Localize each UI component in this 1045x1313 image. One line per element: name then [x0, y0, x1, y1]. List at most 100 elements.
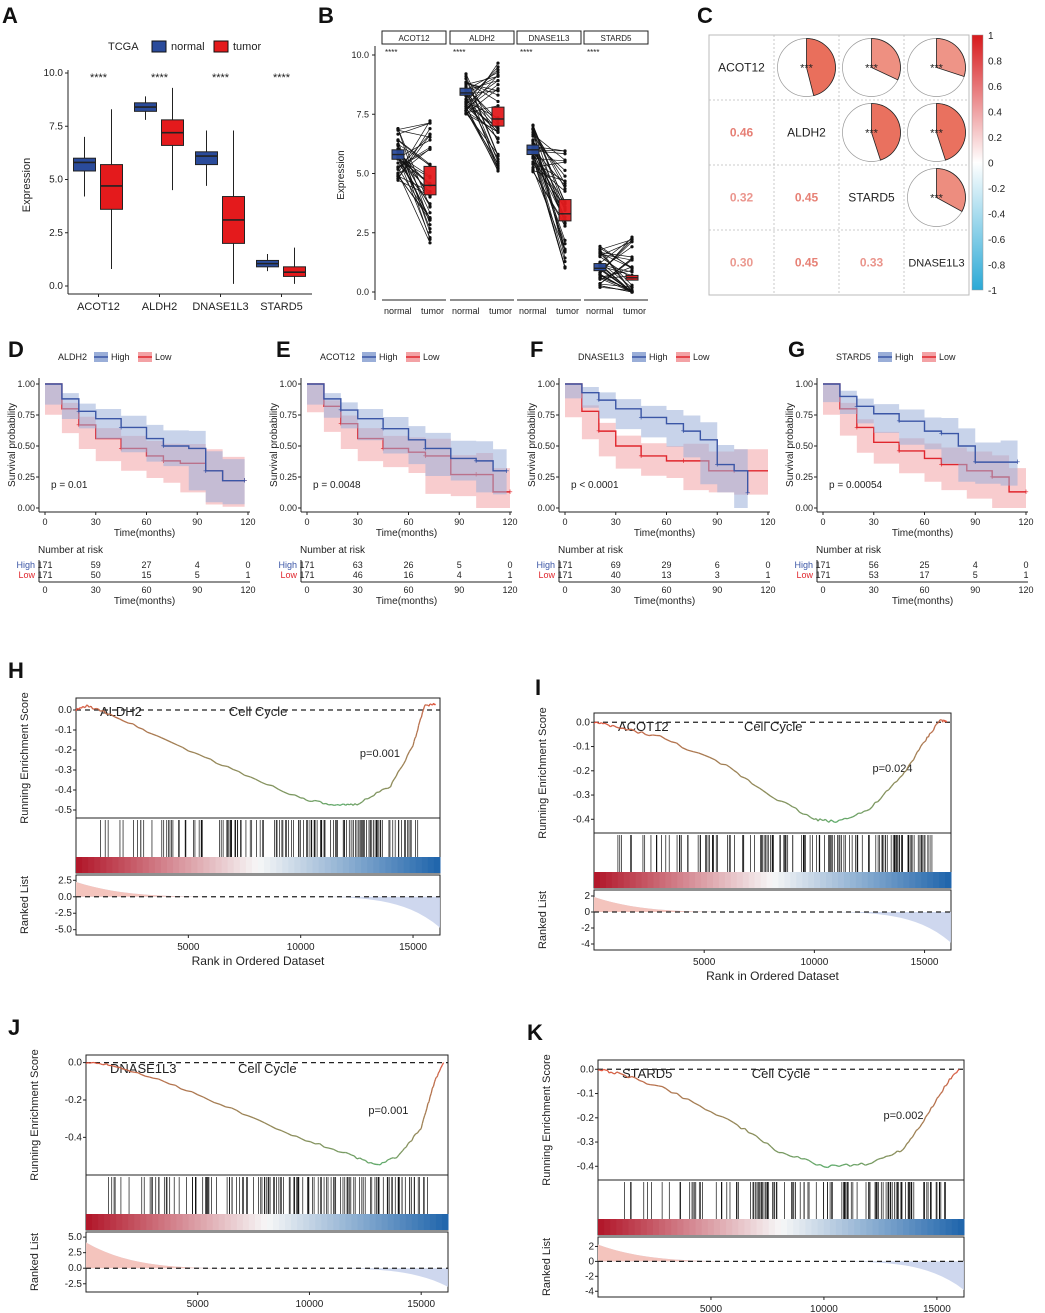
diagonal-gene-label: STARD5 [848, 191, 895, 205]
es-curve-segment [832, 820, 835, 823]
es-curve-segment [423, 1112, 427, 1117]
censor-mark: + [681, 426, 686, 436]
es-curve-segment [137, 726, 143, 730]
rank-color-strip [152, 1214, 159, 1230]
pair-line [465, 81, 499, 102]
es-curve-segment [630, 728, 635, 732]
es-curve-segment [404, 755, 409, 761]
risk-count-low: 53 [869, 570, 879, 580]
x-tick-label: 90 [454, 517, 464, 527]
es-curve-segment [439, 1066, 442, 1069]
rank-color-strip [754, 872, 762, 888]
rank-color-strip [373, 857, 380, 873]
rank-color-strip [124, 857, 132, 873]
es-curve-segment [123, 1068, 128, 1071]
es-curve-segment [407, 1141, 411, 1144]
x-tick-label: 90 [192, 517, 202, 527]
es-curve-segment [642, 1081, 648, 1085]
es-curve-segment [762, 790, 768, 794]
y-tick-label: 10.0 [44, 68, 64, 79]
es-curve-segment [603, 1068, 606, 1071]
rank-color-strip [903, 1219, 910, 1235]
es-curve-segment [141, 1074, 146, 1077]
es-y-tick-label: -0.1 [573, 742, 591, 753]
rank-color-strip [802, 872, 809, 888]
x-tick-label: 5000 [693, 957, 716, 968]
es-curve-segment [747, 779, 753, 785]
es-curve-segment [923, 1116, 927, 1122]
pair-point [464, 104, 468, 108]
rank-color-strip [665, 1219, 672, 1235]
es-curve-segment [932, 726, 936, 731]
es-curve-segment [952, 1073, 955, 1076]
es-curve-segment [275, 1128, 282, 1132]
y-tick-label: 0.75 [795, 410, 813, 420]
y-axis-label: Survival probability [269, 403, 280, 487]
es-curve-segment [186, 1090, 193, 1093]
y-tick-label: 0.50 [795, 441, 813, 451]
rank-color-strip [76, 857, 83, 873]
legend-label-tumor: tumor [233, 41, 261, 53]
es-curve-segment [615, 726, 620, 729]
y-tick-label: 5.0 [356, 169, 369, 179]
panel-letter-k: K [527, 1020, 543, 1045]
rank-color-strip [748, 872, 756, 888]
es-curve-segment [420, 1123, 423, 1129]
risk-x-tick-label: 90 [970, 585, 980, 595]
es-curve-segment [383, 1161, 386, 1164]
es-curve-segment [415, 1132, 418, 1135]
es-curve-segment [354, 803, 358, 806]
risk-x-tick-label: 120 [502, 585, 517, 595]
rank-color-strip [921, 872, 928, 888]
es-curve-segment [219, 1103, 226, 1108]
rank-color-strip [774, 1219, 782, 1235]
es-curve-segment [410, 745, 414, 750]
panel-letter-c: C [697, 3, 713, 28]
es-curve-segment [416, 1130, 420, 1134]
es-curve-segment [119, 1066, 124, 1070]
box-tumor [423, 165, 437, 196]
colorbar-tick-label: 0.8 [988, 57, 1002, 68]
censor-mark: + [715, 460, 720, 470]
pair-point [563, 221, 567, 225]
rank-y-tick-label: 0.0 [68, 1263, 82, 1274]
es-curve-segment [395, 771, 399, 777]
rank-color-strip [683, 1219, 690, 1235]
rank-y-tick-label: 2.5 [68, 1248, 82, 1259]
censor-mark: + [638, 451, 643, 461]
rank-color-strip [604, 1219, 611, 1235]
es-curve-segment [703, 754, 710, 758]
pair-line [599, 259, 633, 284]
facet-strip [516, 30, 582, 45]
es-curve-segment [793, 1155, 798, 1158]
rank-color-strip [849, 872, 857, 888]
es-curve-segment [671, 1092, 678, 1095]
rank-color-strip [92, 1214, 99, 1230]
significance-label: **** [212, 72, 230, 84]
es-curve-segment [100, 1063, 103, 1066]
pair-point [563, 224, 567, 228]
pair-line [397, 157, 431, 238]
es-curve-segment [608, 724, 611, 728]
pair-point [563, 249, 567, 253]
legend-gene: ALDH2 [58, 352, 87, 362]
pie-wedge [871, 38, 901, 81]
rank-color-strip [215, 857, 223, 873]
rank-y-tick-label: 2 [584, 891, 590, 902]
es-curve-segment [869, 806, 873, 810]
censor-mark: + [118, 422, 123, 432]
x-tick-label: 60 [661, 517, 671, 527]
es-curve-segment [755, 1135, 761, 1140]
x-tick-label: 0 [42, 517, 47, 527]
box-tumor [100, 164, 123, 210]
pair-line [532, 153, 566, 244]
es-curve-segment [261, 781, 268, 786]
es-curve-segment [721, 1116, 729, 1120]
rank-color-strip [100, 857, 107, 873]
es-curve-segment [439, 1068, 442, 1071]
es-curve-segment [421, 709, 424, 713]
es-curve-segment [819, 1164, 825, 1168]
rank-color-strip [784, 872, 791, 888]
x-tick-label: 0 [304, 517, 309, 527]
rank-color-strip [357, 1214, 365, 1230]
